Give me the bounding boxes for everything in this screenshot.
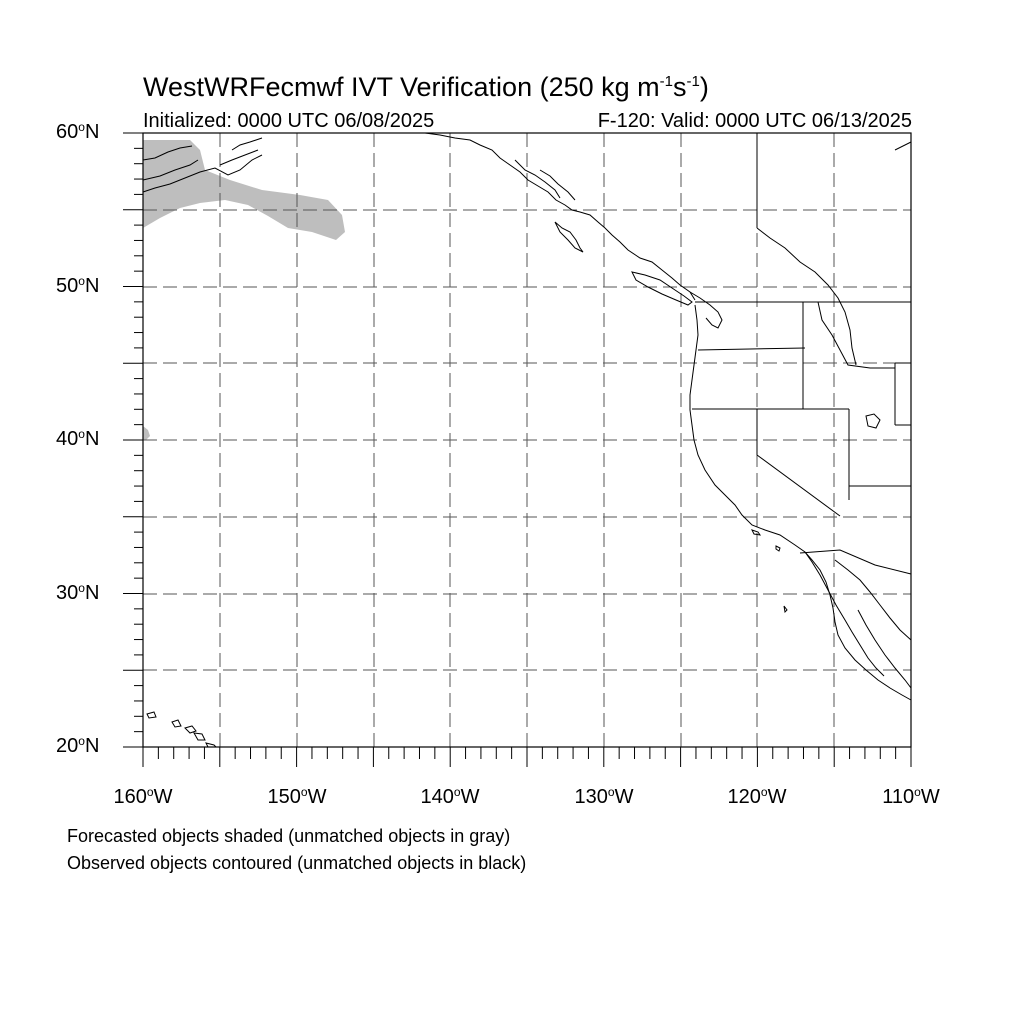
title-unit-s: s	[672, 72, 687, 102]
initialized-time: Initialized: 0000 UTC 06/08/2025	[143, 110, 435, 132]
lon-label-140w: 140oW	[420, 785, 480, 808]
forecast-objects	[143, 140, 345, 440]
valid-time: F-120: Valid: 0000 UTC 06/13/2025	[597, 110, 912, 132]
forecast-object-gulf-of-alaska	[143, 140, 345, 240]
lon-label-150w: 150oW	[267, 785, 327, 808]
lon-label-110w: 110oW	[882, 785, 940, 808]
lat-label-40: 40oN	[56, 427, 100, 450]
lat-label-60: 60oN	[56, 120, 100, 143]
caption-forecast: Forecasted objects shaded (unmatched obj…	[67, 826, 511, 846]
grid-lines	[143, 133, 911, 747]
lon-label-130w: 130oW	[574, 785, 634, 808]
forecast-object-small	[143, 426, 150, 440]
plot-title: WestWRFecmwf IVT Verification (250 kg m-…	[143, 72, 709, 103]
title-close: )	[699, 72, 709, 102]
lat-label-30: 30oN	[56, 581, 100, 604]
axis-ticks	[123, 132, 912, 767]
political-borders	[692, 133, 912, 575]
caption-observed: Observed objects contoured (unmatched ob…	[67, 853, 527, 873]
lat-label-20: 20oN	[56, 734, 100, 757]
lon-label-160w: 160oW	[113, 785, 173, 808]
lon-label-120w: 120oW	[727, 785, 787, 808]
title-text: WestWRFecmwf IVT Verification (250 kg m	[143, 72, 660, 102]
lat-label-50: 50oN	[56, 274, 100, 297]
title-exponent-2: -1	[686, 73, 700, 90]
title-exponent-1: -1	[659, 73, 673, 90]
coastlines	[142, 132, 912, 748]
